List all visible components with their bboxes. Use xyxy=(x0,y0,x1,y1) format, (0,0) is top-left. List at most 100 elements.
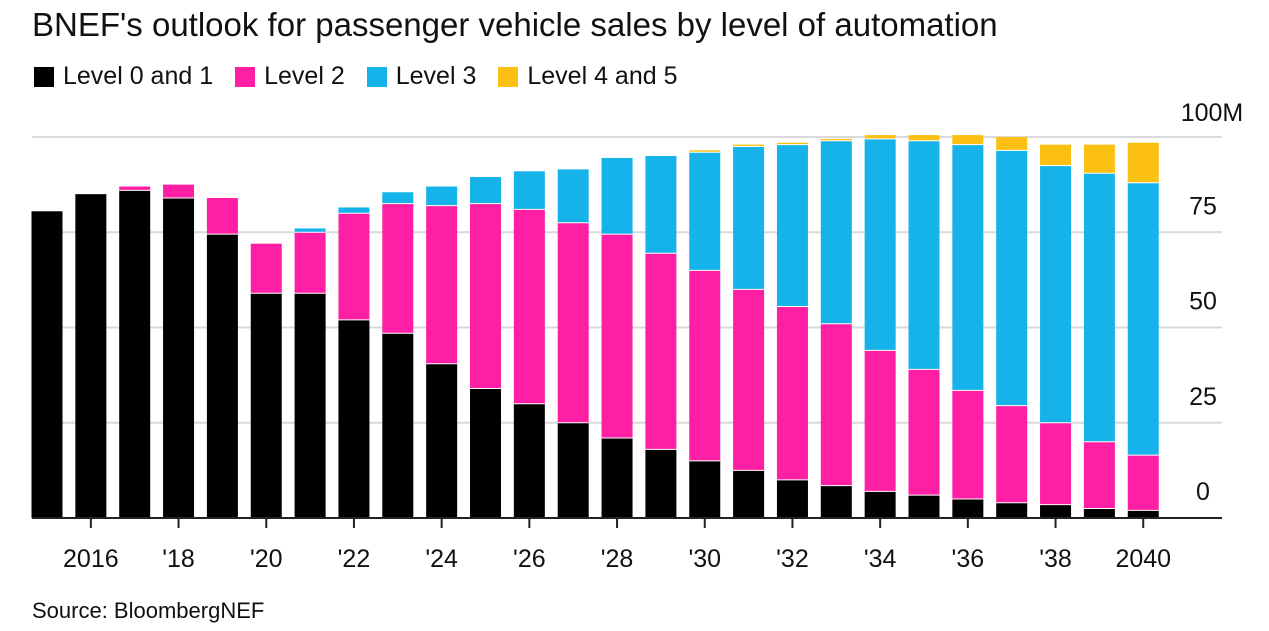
bar-2030-level-2 xyxy=(689,270,721,461)
bar-2027-level-2 xyxy=(557,222,589,423)
bar-2026-level-0-1 xyxy=(513,403,545,518)
x-tick-label-2024: '24 xyxy=(425,545,458,573)
bar-2023-level-2 xyxy=(382,203,414,334)
bar-2032-level-4-5 xyxy=(776,142,808,145)
y-tick-label-25: 25 xyxy=(1189,383,1217,411)
bar-2029-level-3 xyxy=(645,156,677,254)
bar-2036-level-3 xyxy=(952,144,984,391)
bar-2018-level-0-1 xyxy=(163,197,195,518)
bar-2039-level-4-5 xyxy=(1083,144,1115,174)
x-tick-label-2040: 2040 xyxy=(1115,545,1171,573)
bar-2030-level-3 xyxy=(689,152,721,271)
bar-2021-level-2 xyxy=(294,232,326,294)
bar-2039-level-0-1 xyxy=(1083,508,1115,518)
y-tick-label-0: 0 xyxy=(1196,478,1210,506)
bar-2015-level-0-1 xyxy=(31,211,63,519)
bar-2036-level-4-5 xyxy=(952,135,984,145)
legend-swatch-level-2 xyxy=(235,66,256,87)
x-tick-label-2018: '18 xyxy=(162,545,195,573)
bar-2021-level-3 xyxy=(294,228,326,233)
bar-2020-level-2 xyxy=(250,243,282,294)
bar-2033-level-2 xyxy=(820,323,852,486)
bar-2032-level-3 xyxy=(776,144,808,307)
bar-2031-level-3 xyxy=(733,146,765,290)
x-tick-label-2038: '38 xyxy=(1039,545,1072,573)
bar-2040-level-0-1 xyxy=(1127,510,1159,518)
bar-2024-level-2 xyxy=(426,205,458,364)
legend-item-level-3: Level 3 xyxy=(366,62,477,91)
x-tick-label-2022: '22 xyxy=(338,545,371,573)
bar-2037-level-3 xyxy=(996,150,1028,406)
bars xyxy=(31,135,1159,519)
y-top-label: 100M xyxy=(1181,99,1244,127)
bar-2038-level-2 xyxy=(1040,422,1072,505)
bar-2034-level-0-1 xyxy=(864,491,896,518)
y-tick-label-50: 50 xyxy=(1189,288,1217,316)
bar-2021-level-0-1 xyxy=(294,293,326,518)
bar-2029-level-2 xyxy=(645,253,677,450)
legend-label-level-3: Level 3 xyxy=(395,62,477,90)
x-tick-label-2028: '28 xyxy=(601,545,634,573)
bar-2028-level-2 xyxy=(601,234,633,438)
bar-2019-level-2 xyxy=(206,197,238,235)
bar-2017-level-2 xyxy=(119,186,151,191)
bar-2038-level-4-5 xyxy=(1040,144,1072,166)
x-tick-label-2034: '34 xyxy=(864,545,897,573)
bar-2016-level-0-1 xyxy=(75,194,107,518)
x-tick-label-2020: '20 xyxy=(250,545,283,573)
legend-swatch-level-3 xyxy=(366,66,387,87)
bar-2028-level-3 xyxy=(601,157,633,235)
legend-item-level-4-5: Level 4 and 5 xyxy=(498,62,678,91)
bar-2040-level-4-5 xyxy=(1127,142,1159,183)
bar-2040-level-3 xyxy=(1127,182,1159,456)
bar-2022-level-0-1 xyxy=(338,319,370,518)
chart-title: BNEF's outlook for passenger vehicle sal… xyxy=(32,6,998,43)
bar-2039-level-2 xyxy=(1083,441,1115,509)
bar-2031-level-0-1 xyxy=(733,470,765,519)
bar-2025-level-0-1 xyxy=(470,388,501,518)
y-axis-labels: 0 25 50 75 100M xyxy=(1181,99,1244,506)
bar-2023-level-3 xyxy=(382,192,414,204)
x-axis xyxy=(32,517,1222,528)
bar-2037-level-0-1 xyxy=(996,502,1028,518)
bar-2038-level-3 xyxy=(1040,165,1072,423)
bar-2028-level-0-1 xyxy=(601,437,633,518)
x-tick-label-2030: '30 xyxy=(688,545,721,573)
bar-2033-level-4-5 xyxy=(820,138,852,141)
bar-2030-level-0-1 xyxy=(689,460,721,518)
bar-2027-level-3 xyxy=(557,169,589,223)
bar-2031-level-4-5 xyxy=(733,144,765,147)
legend-label-level-0-1: Level 0 and 1 xyxy=(63,62,214,90)
bar-2032-level-2 xyxy=(776,306,808,480)
bar-2037-level-2 xyxy=(996,405,1028,503)
bar-2023-level-0-1 xyxy=(382,333,414,518)
bar-2024-level-0-1 xyxy=(426,363,458,518)
bar-2035-level-0-1 xyxy=(908,495,940,518)
x-tick-label-2026: '26 xyxy=(513,545,546,573)
bar-2029-level-0-1 xyxy=(645,449,677,518)
bar-2034-level-4-5 xyxy=(864,135,896,139)
bar-2037-level-4-5 xyxy=(996,137,1028,151)
bar-2022-level-2 xyxy=(338,213,370,320)
bar-2034-level-2 xyxy=(864,350,896,492)
bar-2035-level-2 xyxy=(908,369,940,496)
bar-2031-level-2 xyxy=(733,289,765,471)
legend: Level 0 and 1 Level 2 Level 3 Level 4 an… xyxy=(34,62,700,91)
bar-2027-level-0-1 xyxy=(557,422,589,518)
bar-2024-level-3 xyxy=(426,186,458,206)
bar-2040-level-2 xyxy=(1127,455,1159,511)
bar-2020-level-0-1 xyxy=(250,293,282,518)
source-note: Source: BloombergNEF xyxy=(32,598,265,623)
bar-2025-level-2 xyxy=(470,203,501,389)
bar-2033-level-3 xyxy=(820,140,852,324)
bar-2035-level-4-5 xyxy=(908,135,940,141)
y-tick-label-75: 75 xyxy=(1189,192,1217,220)
bar-2030-level-4-5 xyxy=(689,150,721,153)
bar-2019-level-0-1 xyxy=(206,234,238,518)
bar-2038-level-0-1 xyxy=(1040,504,1072,518)
bar-2035-level-3 xyxy=(908,140,940,370)
bar-2034-level-3 xyxy=(864,138,896,351)
bar-2026-level-2 xyxy=(513,209,545,404)
legend-swatch-level-4-5 xyxy=(498,66,519,87)
